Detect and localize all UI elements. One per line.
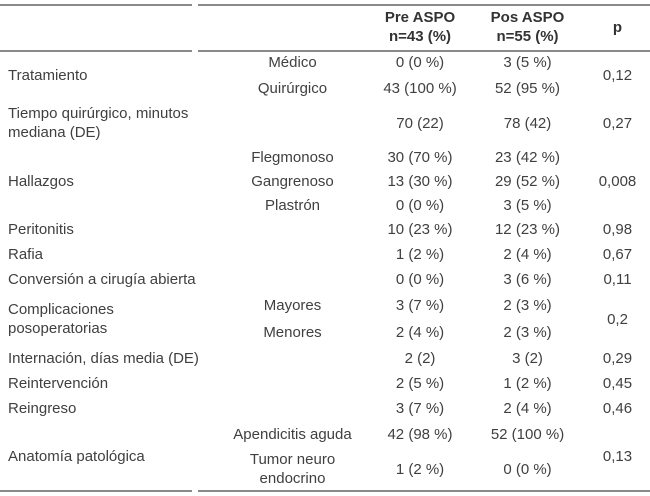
table-row: Menores 2 (4 %) 2 (3 %) [0, 320, 650, 347]
pre-value: 10 (23 %) [387, 221, 453, 239]
table-row: Conversión a cirugía abierta 0 (0 %) 3 (… [0, 268, 650, 293]
table-header: Pre ASPO n=43 (%) Pos ASPO n=55 (%) p [0, 6, 650, 50]
pos-value: 2 (3 %) [503, 324, 552, 342]
empty-cell [215, 218, 370, 243]
pre-value: 1 (2 %) [395, 246, 445, 264]
p-value: 0,2 [607, 310, 628, 328]
pre-value: 0 (0 %) [395, 271, 445, 289]
pos-value: 3 (2) [512, 350, 543, 368]
pre-value: 2 (2) [404, 350, 436, 368]
p-value: 0,008 [598, 172, 637, 190]
header-empty-label [0, 6, 215, 50]
row-label-hallazgos: Hallazgos [8, 172, 74, 190]
sub-label: Flegmonoso [251, 148, 334, 166]
pre-value: 30 (70 %) [387, 148, 453, 166]
pre-value: 2 (5 %) [395, 375, 445, 393]
sub-label: Apendicitis aguda [233, 425, 352, 443]
comparison-table: Pre ASPO n=43 (%) Pos ASPO n=55 (%) p Tr… [0, 6, 650, 492]
table-row: Hallazgos Flegmonoso 30 (70 %) 23 (42 %)… [0, 146, 650, 190]
pos-value: 12 (23 %) [494, 221, 561, 239]
row-label-conversion: Conversión a cirugía abierta [8, 271, 196, 289]
pre-value: 42 (98 %) [387, 425, 453, 443]
pos-value: 3 (6 %) [503, 271, 552, 289]
sub-label: Plastrón [264, 196, 321, 214]
sub-label: Quirúrgico [257, 79, 328, 97]
row-label-reingreso: Reingreso [8, 400, 77, 418]
pos-value: 52 (95 %) [494, 79, 561, 97]
row-label-anatomia-patologica: Anatomía patológica [8, 447, 145, 465]
header-empty-sub [215, 6, 370, 50]
pos-value: 2 (4 %) [503, 246, 552, 264]
row-label-peritonitis: Peritonitis [8, 221, 74, 239]
pre-value: 0 (0 %) [395, 196, 445, 214]
pos-value: 3 (5 %) [503, 53, 552, 71]
sub-label: Gangrenoso [251, 172, 334, 190]
table-row: Complicaciones posoperatorias Mayores 3 … [0, 293, 650, 337]
row-label-tratamiento: Tratamiento [8, 66, 88, 84]
p-value: 0,67 [602, 246, 633, 264]
table-row: Anatomía patológica Apendicitis aguda 42… [0, 422, 650, 465]
table-row: Reingreso 3 (7 %) 2 (4 %) 0,46 [0, 397, 650, 422]
p-value: 0,98 [602, 221, 633, 239]
table-row: Tratamiento Médico 0 (0 %) 3 (5 %) 0,12 [0, 50, 650, 84]
pos-value: 2 (4 %) [503, 400, 552, 418]
empty-cell [215, 372, 370, 397]
table-row: Tiempo quirúrgico, minutos mediana (DE) … [0, 102, 650, 146]
sub-label: Tumor neuro endocrino [249, 451, 336, 487]
empty-cell [215, 397, 370, 422]
table-row: Reintervención 2 (5 %) 1 (2 %) 0,45 [0, 372, 650, 397]
empty-cell [215, 243, 370, 268]
empty-cell [215, 268, 370, 293]
p-value: 0,11 [603, 271, 632, 289]
pos-value: 0 (0 %) [503, 460, 552, 478]
sub-label: Menores [263, 324, 322, 342]
sub-label: Médico [268, 53, 317, 71]
row-label-complicaciones: Complicaciones posoperatorias [8, 301, 114, 337]
empty-cell [215, 102, 370, 146]
pos-value: 1 (2 %) [503, 375, 552, 393]
table-bottom-rule [0, 490, 650, 492]
pos-value: 29 (52 %) [494, 172, 561, 190]
p-value: 0,13 [602, 447, 633, 465]
p-value: 0,46 [602, 400, 633, 418]
pre-value: 70 (22) [396, 114, 444, 132]
pre-value: 0 (0 %) [395, 53, 445, 71]
pre-value: 3 (7 %) [395, 297, 445, 315]
pos-value: 23 (42 %) [494, 148, 561, 166]
pos-value: 52 (100 %) [490, 425, 565, 443]
table-row: Gangrenoso 13 (30 %) 29 (52 %) [0, 170, 650, 194]
column-header-pre-aspo: Pre ASPO n=43 (%) [384, 9, 456, 45]
p-value: 0,45 [602, 375, 633, 393]
row-label-reintervencion: Reintervención [8, 375, 109, 393]
p-value: 0,29 [602, 350, 633, 368]
sub-label: Mayores [263, 297, 322, 315]
table-row: Rafia 1 (2 %) 2 (4 %) 0,67 [0, 243, 650, 268]
table-row: Quirúrgico 43 (100 %) 52 (95 %) [0, 76, 650, 102]
empty-cell [215, 347, 370, 372]
p-value: 0,27 [602, 114, 633, 132]
table-row: Tumor neuro endocrino 1 (2 %) 0 (0 %) [0, 448, 650, 492]
pre-value: 43 (100 %) [383, 79, 457, 97]
table-header-rule [0, 50, 650, 52]
row-label-internacion: Internación, días media (DE) [8, 350, 199, 368]
p-value: 0,12 [602, 66, 633, 84]
table-row: Internación, días media (DE) 2 (2) 3 (2)… [0, 347, 650, 372]
column-header-pos-aspo: Pos ASPO n=55 (%) [490, 9, 565, 45]
pos-value: 2 (3 %) [503, 297, 552, 315]
pos-value: 3 (5 %) [503, 196, 552, 214]
table-row: Peritonitis 10 (23 %) 12 (23 %) 0,98 [0, 218, 650, 243]
pre-value: 1 (2 %) [395, 460, 445, 478]
row-label-rafia: Rafia [8, 246, 44, 264]
table-top-rule [0, 4, 650, 6]
table-row: Plastrón 0 (0 %) 3 (5 %) [0, 194, 650, 218]
pre-value: 13 (30 %) [387, 172, 453, 190]
pos-value: 78 (42) [503, 114, 552, 132]
row-label-tiempo-quirurgico: Tiempo quirúrgico, minutos mediana (DE) [8, 105, 189, 141]
pre-value: 2 (4 %) [395, 324, 445, 342]
column-header-p: p [612, 18, 623, 36]
pre-value: 3 (7 %) [395, 400, 445, 418]
